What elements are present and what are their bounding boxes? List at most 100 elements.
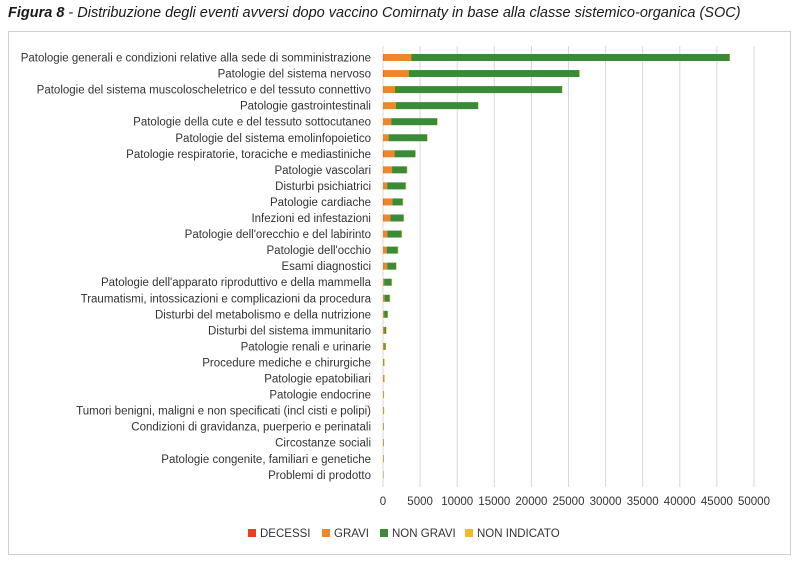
- bar-segment-gravi: [383, 423, 384, 431]
- category-label: Problemi di prodotto: [268, 470, 371, 482]
- category-label: Esami diagnostici: [282, 261, 371, 273]
- bar-segment-non-indicato: [383, 407, 385, 415]
- bar-segment-non-indicato: [383, 391, 385, 399]
- legend-swatch: [248, 529, 256, 537]
- chart-frame: Patologie generali e condizioni relative…: [8, 31, 791, 555]
- bar-segment-non-gravi: [392, 198, 403, 206]
- category-label: Patologie congenite, familiari e genetic…: [161, 454, 371, 466]
- legend-label: NON GRAVI: [392, 528, 456, 540]
- category-labels: Patologie generali e condizioni relative…: [21, 53, 372, 482]
- category-label: Patologie gastrointestinali: [240, 101, 371, 113]
- bar-segment-gravi: [383, 150, 395, 158]
- category-label: Patologie del sistema emolinfopoietico: [175, 133, 371, 145]
- x-tick-label: 0: [380, 496, 386, 508]
- category-label: Patologie epatobiliari: [264, 374, 371, 386]
- bar-segment-non-gravi: [395, 86, 562, 94]
- figure-title-text: - Distribuzione degli eventi avversi dop…: [64, 5, 741, 21]
- bars: [383, 54, 731, 479]
- x-tick-label: 15000: [478, 496, 510, 508]
- bar-segment-gravi: [383, 342, 385, 350]
- bar-segment-gravi: [383, 310, 385, 318]
- bar-segment-non-indicato: [478, 102, 479, 110]
- bar-segment-gravi: [383, 182, 388, 190]
- category-label: Condizioni di gravidanza, puerperio e pe…: [131, 422, 371, 434]
- grid-lines: [382, 46, 755, 487]
- bar-segment-gravi: [383, 70, 409, 78]
- legend-swatch: [465, 529, 473, 537]
- legend-swatch: [380, 529, 388, 537]
- bar-segment-non-indicato: [391, 278, 393, 286]
- figure-title: Figura 8 - Distribuzione degli eventi av…: [8, 5, 741, 21]
- legend: DECESSI GRAVI NON GRAVI NON INDICATO: [248, 528, 560, 540]
- bar-segment-non-indicato: [397, 246, 399, 254]
- bar-segment-non-indicato: [405, 182, 407, 190]
- category-label: Patologie del sistema muscoloscheletrico…: [37, 85, 371, 97]
- category-label: Patologie dell'orecchio e del labirinto: [185, 229, 371, 241]
- bar-chart: Patologie generali e condizioni relative…: [21, 46, 770, 540]
- bar-segment-non-indicato: [387, 310, 388, 318]
- bar-segment-gravi: [383, 134, 389, 142]
- bar-segment-non-indicato: [396, 262, 397, 270]
- category-label: Patologie generali e condizioni relative…: [21, 53, 371, 65]
- category-label: Disturbi psichiatrici: [275, 181, 371, 193]
- x-tick-label: 20000: [515, 496, 547, 508]
- bar-segment-non-indicato: [383, 471, 384, 479]
- bar-segment-non-gravi: [394, 150, 416, 158]
- legend-label: NON INDICATO: [477, 528, 560, 540]
- bar-segment-non-gravi: [384, 294, 390, 302]
- x-tick-label: 5000: [407, 496, 433, 508]
- x-tick-label: 40000: [664, 496, 696, 508]
- bar-segment-gravi: [383, 262, 388, 270]
- x-tick-label: 30000: [590, 496, 622, 508]
- bar-segment-non-indicato: [427, 134, 428, 142]
- x-axis-ticks: 0 5000 10000 15000 20000 25000 30000 35000 40000…: [380, 496, 770, 508]
- x-tick-label: 25000: [553, 496, 585, 508]
- bar-segment-gravi: [383, 278, 385, 286]
- bar-segment-non-indicato: [383, 423, 384, 431]
- bar-segment-non-indicato: [384, 375, 385, 382]
- legend-swatch: [322, 529, 330, 537]
- bar-segment-non-indicato: [384, 358, 385, 366]
- bar-segment-gravi: [383, 102, 396, 110]
- bar-segment-non-indicato: [579, 70, 580, 78]
- category-label: Disturbi del metabolismo e della nutrizi…: [155, 309, 371, 321]
- bar-segment-non-gravi: [384, 278, 392, 286]
- x-tick-label: 45000: [701, 496, 733, 508]
- x-tick-label: 10000: [441, 496, 473, 508]
- bar-segment-non-indicato: [385, 342, 386, 350]
- category-label: Traumatismi, intossicazioni e complicazi…: [81, 293, 372, 305]
- bar-segment-non-gravi: [408, 70, 580, 78]
- bar-segment-non-indicato: [383, 439, 384, 447]
- bar-segment-gravi: [383, 214, 391, 222]
- legend-label: GRAVI: [334, 528, 369, 540]
- bar-segment-non-gravi: [411, 54, 730, 61]
- bar-segment-gravi: [383, 86, 396, 94]
- bar-segment-non-gravi: [395, 102, 479, 110]
- bar-segment-gravi: [383, 198, 393, 206]
- bar-segment-gravi: [383, 166, 393, 174]
- category-label: Patologie endocrine: [269, 390, 371, 402]
- category-label: Patologie della cute e del tessuto sotto…: [133, 117, 371, 129]
- bar-segment-non-gravi: [384, 310, 388, 318]
- bar-segment-decessi: [383, 70, 384, 78]
- category-label: Patologie renali e urinarie: [241, 341, 371, 353]
- category-label: Patologie vascolari: [274, 165, 371, 177]
- category-label: Patologie cardiache: [270, 197, 371, 209]
- bar-segment-gravi: [383, 358, 384, 366]
- bar-segment-non-indicato: [385, 326, 387, 334]
- bar-segment-non-indicato: [401, 230, 403, 238]
- bar-segment-decessi: [383, 54, 384, 61]
- bar-segment-non-indicato: [389, 294, 391, 302]
- category-label: Circostanze sociali: [275, 438, 371, 450]
- bar-segment-gravi: [383, 391, 384, 399]
- bar-segment-gravi: [383, 230, 388, 238]
- category-label: Tumori benigni, maligni e non specificat…: [76, 406, 371, 418]
- bar-segment-non-indicato: [415, 150, 416, 158]
- bar-segment-decessi: [383, 198, 384, 206]
- x-tick-label: 50000: [738, 496, 770, 508]
- bar-segment-non-gravi: [392, 166, 407, 174]
- figure-number: Figura 8: [8, 5, 65, 21]
- bar-segment-non-indicato: [402, 198, 404, 206]
- category-label: Patologie dell'apparato riproduttivo e d…: [101, 277, 372, 289]
- bar-segment-non-gravi: [384, 342, 386, 350]
